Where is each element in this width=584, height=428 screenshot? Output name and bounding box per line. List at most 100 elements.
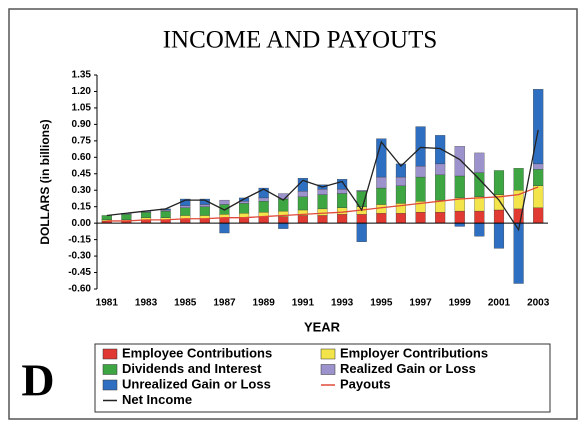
legend-label: Employer Contributions [340, 345, 488, 360]
bar-segment [454, 146, 465, 177]
bar-segment [376, 187, 387, 205]
legend-swatch [102, 379, 118, 391]
bar-segment [493, 170, 505, 195]
x-tick-label: 1989 [253, 298, 276, 309]
bar-segment [140, 212, 152, 218]
legend-label: Employee Contributions [122, 345, 272, 360]
bar-segment [356, 223, 367, 242]
y-tick-label: -0.60 [68, 284, 91, 295]
bar-segment [435, 163, 446, 176]
bar-segment [337, 214, 348, 224]
y-tick-label: 0.60 [72, 152, 92, 163]
bar-segment [219, 223, 230, 234]
bar-segment [278, 216, 289, 224]
x-tick-label: 1983 [135, 298, 158, 309]
bar-segment [317, 208, 328, 216]
bar-segment [435, 135, 446, 165]
bar-segment [317, 215, 328, 224]
bar-segment [180, 205, 191, 208]
y-tick-label: 1.35 [72, 70, 92, 81]
bar-segment [297, 196, 308, 211]
bar-segment [493, 209, 505, 224]
legend-label: Realized Gain or Loss [340, 361, 476, 376]
y-tick-label: 0.00 [72, 218, 92, 229]
bar-segment [435, 174, 446, 201]
legend-swatch [102, 348, 118, 360]
bar-segment [435, 212, 446, 224]
y-tick-label: -0.45 [68, 267, 91, 278]
legend-swatch [102, 364, 118, 375]
y-tick-label: -0.30 [68, 251, 91, 262]
bar-segment [415, 126, 426, 167]
bar-segment [454, 210, 465, 224]
bar-segment [258, 197, 269, 202]
bar-segment [395, 163, 406, 178]
x-tick-label: 1981 [96, 298, 119, 309]
bar-segment [278, 223, 289, 229]
bar-segment [297, 191, 308, 197]
y-tick-label: -0.15 [68, 234, 91, 245]
bar-segment [337, 193, 348, 208]
bar-segment [474, 152, 485, 173]
bar-segment [317, 194, 328, 210]
legend-swatch [320, 348, 336, 360]
bar-segment [533, 89, 544, 165]
chart-title: INCOME AND PAYOUTS [163, 27, 438, 54]
bar-segment [160, 209, 171, 212]
bar-segment [199, 204, 210, 207]
bar-segment [278, 193, 289, 200]
bar-segment [376, 176, 387, 189]
bar-segment [356, 190, 367, 192]
bar-segment [219, 199, 230, 205]
x-tick-label: 1997 [409, 298, 432, 309]
bar-segment [258, 216, 269, 224]
y-tick-label: 0.30 [72, 185, 92, 196]
legend-label: Net Income [122, 392, 192, 407]
x-tick-label: 2003 [527, 298, 550, 309]
bar-segment [454, 175, 465, 199]
bar-segment [395, 213, 406, 224]
bar-segment [317, 188, 328, 195]
bar-segment [474, 223, 485, 237]
bar-segment [337, 207, 348, 215]
y-tick-label: 1.05 [72, 103, 92, 114]
bar-segment [395, 176, 406, 186]
bar-segment [160, 210, 171, 218]
legend-swatch [320, 364, 336, 375]
bar-segment [337, 179, 348, 190]
x-tick-label: 2001 [488, 298, 511, 309]
bar-segment [415, 212, 426, 224]
x-axis-label: YEAR [304, 319, 341, 334]
bar-segment [101, 215, 112, 221]
line-series [106, 186, 539, 222]
y-tick-label: 1.20 [72, 86, 92, 97]
bar-segment [533, 163, 544, 170]
bar-segment [533, 185, 544, 208]
x-tick-label: 1995 [370, 298, 393, 309]
legend-label: Dividends and Interest [122, 361, 262, 376]
bar-segment [474, 210, 485, 224]
panel-letter: D [21, 355, 54, 406]
bar-segment [376, 204, 387, 214]
bar-segment [297, 215, 308, 224]
bar-segment [533, 169, 544, 186]
y-tick-label: 0.15 [72, 201, 92, 212]
bar-segment [376, 213, 387, 224]
bar-segment [376, 138, 387, 178]
x-tick-label: 1991 [292, 298, 315, 309]
y-tick-label: 0.90 [72, 119, 92, 130]
bar-segment [415, 165, 426, 178]
bar-segment [474, 196, 485, 212]
bar-segment [258, 187, 269, 199]
bar-segment [199, 206, 210, 216]
bar-segment [513, 223, 524, 284]
legend-label: Unrealized Gain or Loss [122, 376, 271, 391]
bar-segment [337, 188, 348, 194]
legend-label: Payouts [340, 376, 391, 391]
bar-segment [395, 185, 406, 204]
bar-segment [513, 168, 524, 191]
bar-segment [533, 207, 544, 224]
bar-segment [239, 203, 250, 214]
bar-segment [356, 214, 367, 224]
